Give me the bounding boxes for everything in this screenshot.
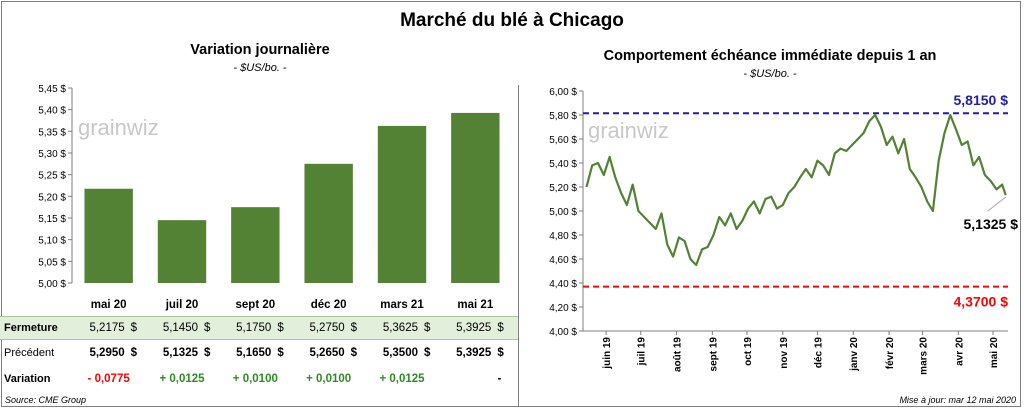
table-row: Précédent 5,2950 $5,1325 $5,1650 $5,2650 $5,3… (0, 342, 518, 364)
currency-symbol: $ (350, 347, 358, 359)
y-tick-label: 5,40 $ (549, 159, 577, 170)
table-cell: 5,1325 (162, 347, 198, 359)
x-tick-label: sept 19 (708, 337, 719, 372)
y-tick-label: 5,35 $ (38, 127, 66, 138)
table-cell: 5,2650 (309, 347, 345, 359)
table-cell: 5,3500 (382, 347, 418, 359)
y-tick-label: 4,40 $ (549, 279, 577, 290)
x-tick-label: juin 19 (602, 337, 613, 370)
y-tick-label: 5,25 $ (38, 171, 66, 182)
row-label: Variation (4, 373, 51, 385)
table-cell: 5,3925 (456, 322, 492, 334)
x-tick-label: août 19 (673, 337, 684, 372)
table-cell: 5,2750 (309, 322, 345, 334)
y-tick-label: 5,00 $ (549, 207, 577, 218)
y-tick-label: 4,00 $ (549, 327, 577, 338)
price-series-line (585, 113, 1007, 267)
x-category-label: mai 21 (457, 299, 493, 311)
y-tick-label: 6,00 $ (549, 87, 577, 98)
x-tick-label: nov 19 (779, 337, 790, 369)
bar (451, 112, 500, 283)
table-cell: + 0,0125 (379, 373, 425, 385)
row-label: Précédent (4, 347, 55, 359)
currency-symbol: $ (424, 322, 431, 334)
y-tick-label: 5,10 $ (38, 236, 66, 247)
y-tick-label: 5,80 $ (549, 111, 577, 122)
y-tick-label: 5,00 $ (38, 279, 66, 290)
x-category-label: sept 20 (236, 299, 276, 311)
x-tick-label: janv 20 (849, 337, 860, 372)
watermark: grainwiz (588, 118, 669, 143)
table-cell: + 0,0100 (232, 373, 278, 385)
bar (84, 188, 133, 283)
right-line-chart: grainwiz 6,00 $ 5,80 $ 5,60 $ 5,40 $ 5,20 $ 5,… (549, 87, 1019, 375)
x-tick-label: mai 20 (989, 337, 1000, 369)
table-cell: 5,1650 (236, 347, 272, 359)
right-chart-unit: - $US/bo. - (743, 68, 797, 80)
bar (157, 220, 207, 283)
left-bar-chart: grainwiz 5,45 $ 5,40 $ 5,35 $ 5,30 $ 5,25 $ 5,… (38, 84, 500, 311)
currency-symbol: $ (497, 322, 504, 334)
currency-symbol: $ (424, 347, 431, 359)
update-note: Mise à jour: mar 12 mai 2020 (899, 395, 1016, 405)
x-tick-label: févr 20 (885, 337, 896, 370)
table-cell: + 0,0125 (159, 373, 205, 385)
table-cell: 5,2175 (89, 322, 125, 334)
table-cell: 5,2950 (89, 347, 125, 359)
last-value-label: 5,1325 $ (964, 216, 1019, 232)
low-value-label: 4,3700 $ (954, 294, 1009, 310)
table-cell: 5,3925 (456, 347, 492, 359)
table-cell: - 0,0775 (87, 373, 130, 385)
table-cell: 5,3625 (382, 322, 418, 334)
currency-symbol: $ (204, 322, 211, 334)
y-tick-label: 5,30 $ (38, 149, 66, 160)
table-cell: 5,1750 (236, 322, 272, 334)
y-tick-label: 5,05 $ (38, 257, 66, 268)
y-tick-label: 4,20 $ (549, 303, 577, 314)
currency-symbol: $ (130, 322, 138, 334)
high-value-label: 5,8150 $ (954, 92, 1009, 108)
last-value-leader (987, 196, 1006, 212)
x-tick-label: mars 20 (919, 337, 930, 375)
currency-symbol: $ (277, 347, 284, 359)
left-chart-title: Variation journalière (190, 42, 330, 58)
y-tick-label: 5,20 $ (549, 183, 577, 194)
y-tick-label: 5,40 $ (38, 106, 66, 117)
panel-divider (518, 85, 519, 407)
y-tick-label: 5,45 $ (38, 84, 66, 95)
x-category-label: mai 20 (91, 299, 127, 311)
bar (304, 163, 353, 283)
watermark: grainwiz (78, 115, 159, 140)
currency-symbol: $ (277, 322, 284, 334)
right-chart-title: Comportement échéance immédiate depuis 1… (603, 48, 937, 64)
y-tick-label: 5,15 $ (38, 214, 66, 225)
main-title: Marché du blé à Chicago (400, 10, 624, 31)
source-note: Source: CME Group (5, 395, 87, 405)
y-tick-label: 5,20 $ (38, 192, 66, 203)
currency-symbol: $ (130, 347, 138, 359)
x-tick-label: déc 19 (813, 337, 824, 369)
x-category-label: déc 20 (311, 299, 347, 311)
currency-symbol: $ (497, 347, 504, 359)
y-tick-label: 4,60 $ (549, 255, 577, 266)
currency-symbol: $ (350, 322, 358, 334)
left-chart-unit: - $US/bo. - (233, 62, 287, 74)
y-tick-label: 5,60 $ (549, 135, 577, 146)
table-cell: + 0,0100 (306, 373, 352, 385)
x-category-label: juil 20 (165, 299, 199, 311)
table-row: Variation - 0,0775 + 0,0125 + 0,0100 + 0,010… (0, 368, 518, 390)
table-cell: - (497, 373, 502, 385)
currency-symbol: $ (204, 347, 211, 359)
table-row: Fermeture 5,2175 $5,1450 $5,1750 $5,2750 $5,3… (0, 316, 518, 340)
x-tick-label: juil 19 (637, 337, 648, 367)
table-cell: 5,1450 (162, 322, 198, 334)
x-category-label: mars 21 (380, 299, 424, 311)
x-tick-label: oct 19 (743, 337, 754, 366)
bar (231, 207, 280, 283)
bar (377, 125, 427, 283)
y-tick-label: 4,80 $ (549, 231, 577, 242)
x-tick-label: avr 20 (954, 337, 965, 366)
row-label: Fermeture (4, 322, 58, 334)
